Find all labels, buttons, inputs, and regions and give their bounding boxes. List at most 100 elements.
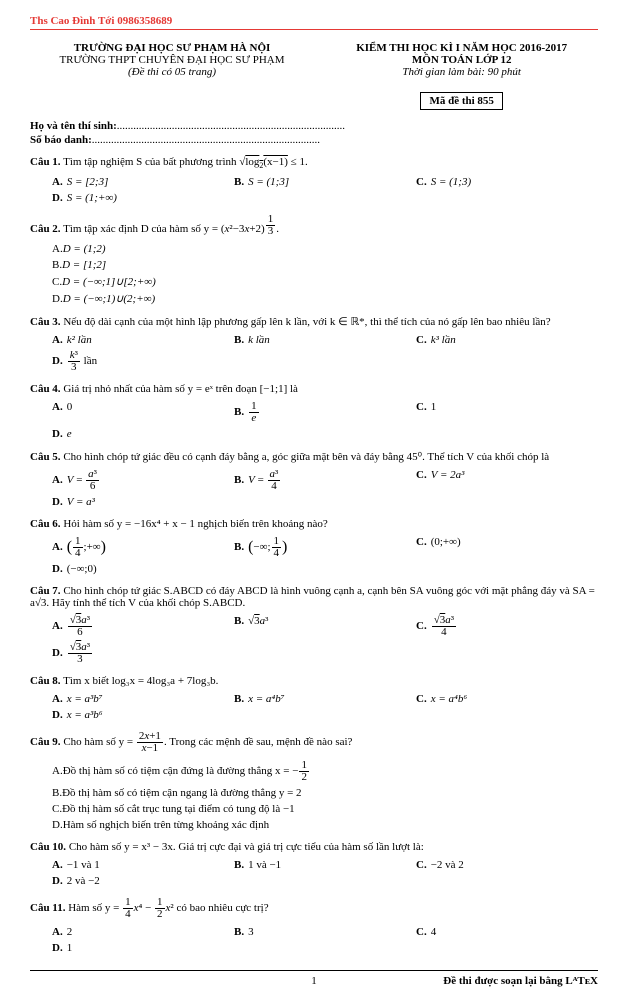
- q2-text-pre: Tìm tập xác định D của hàm số y =: [63, 223, 221, 235]
- q1-B: B.S = (1;3]: [234, 174, 416, 190]
- q5-options: A.V = a³6 B.V = a³4 C.V = 2a³ D.V = a³: [52, 467, 598, 510]
- q3-text: Nếu độ dài cạnh của một hình lập phương …: [63, 316, 550, 328]
- q1-math: √log2(x−1): [239, 156, 288, 168]
- q9-text-pre: Cho hàm số y =: [63, 736, 136, 748]
- q3-A: A.k² lần: [52, 332, 234, 348]
- q2-C: C.D = (−∞;1]∪[2;+∞): [52, 273, 598, 290]
- q4-A: A.0: [52, 399, 234, 426]
- q10-text: Cho hàm số y = x³ − 3x. Giá trị cực đại …: [69, 841, 424, 853]
- question-11: Câu 11. Hàm số y = 14x⁴ − 12x² có bao nh…: [30, 897, 598, 956]
- q4-options: A.0 B.1e C.1 D.e: [52, 399, 598, 442]
- q9-label: Câu 9.: [30, 736, 61, 748]
- q5-D: D.V = a³: [52, 494, 598, 510]
- q6-A: A.(14;+∞): [52, 534, 234, 561]
- q3-label: Câu 3.: [30, 316, 61, 328]
- q1-D: D.S = (1;+∞): [52, 190, 598, 206]
- q9-C: C.Đồ thị hàm số cắt trục tung tại điểm c…: [52, 801, 598, 817]
- school-name: TRƯỜNG THPT CHUYÊN ĐẠI HỌC SƯ PHẠM: [30, 54, 314, 66]
- heading-area: TRƯỜNG ĐẠI HỌC SƯ PHẠM HÀ NỘI TRƯỜNG THP…: [30, 42, 598, 110]
- q10-C: C.−2 và 2: [416, 857, 598, 873]
- q7-B: B.√3a³: [234, 613, 416, 640]
- q7-text: Cho hình chóp tứ giác S.ABCD có đáy ABCD…: [30, 585, 595, 609]
- q10-D: D.2 và −2: [52, 873, 598, 889]
- q3-D: D.k³3 lần: [52, 348, 598, 375]
- q11-options: A.2 B.3 C.4 D.1: [52, 924, 598, 956]
- q6-options: A.(14;+∞) B.(−∞;14) C.(0;+∞) D.(−∞;0): [52, 534, 598, 577]
- university-name: TRƯỜNG ĐẠI HỌC SƯ PHẠM HÀ NỘI: [30, 42, 314, 54]
- q6-label: Câu 6.: [30, 518, 61, 530]
- q9-B: B.Đồ thị hàm số có tiệm cận ngang là đườ…: [52, 785, 598, 801]
- question-1: Câu 1. Tìm tập nghiệm S của bất phương t…: [30, 156, 598, 206]
- q7-label: Câu 7.: [30, 585, 61, 597]
- subject: MÔN TOÁN LỚP 12: [325, 54, 598, 66]
- q4-text: Giá trị nhỏ nhất của hàm số y = eˣ trên …: [63, 383, 298, 395]
- q5-label: Câu 5.: [30, 451, 61, 463]
- q1-C: C.S = (1;3): [416, 174, 598, 190]
- q4-label: Câu 4.: [30, 383, 61, 395]
- footer-spacer: [30, 975, 219, 987]
- q10-options: A.−1 và 1 B.1 và −1 C.−2 và 2 D.2 và −2: [52, 857, 598, 889]
- heading-left: TRƯỜNG ĐẠI HỌC SƯ PHẠM HÀ NỘI TRƯỜNG THP…: [30, 42, 314, 110]
- q6-D: D.(−∞;0): [52, 561, 598, 577]
- teacher-header: Ths Cao Đình Tới 0986358689: [30, 15, 598, 30]
- id-label: Số báo danh:: [30, 134, 92, 146]
- footer: 1 Đề thi được soạn lại bằng LᴬTᴇX: [30, 970, 598, 987]
- q11-C: C.4: [416, 924, 598, 940]
- q9-D: D.Hàm số nghịch biến trên từng khoảng xá…: [52, 817, 598, 833]
- q5-A: A.V = a³6: [52, 467, 234, 494]
- q1-text-post: ≤ 1.: [288, 156, 308, 168]
- name-line: Họ và tên thí sinh:: [30, 120, 598, 132]
- q7-A: A.√3a³6: [52, 613, 234, 640]
- question-3: Câu 3. Nếu độ dài cạnh của một hình lập …: [30, 315, 598, 375]
- dots: [117, 120, 345, 132]
- q4-B: B.1e: [234, 399, 416, 426]
- q10-B: B.1 và −1: [234, 857, 416, 873]
- q3-C: C.k³ lần: [416, 332, 598, 348]
- q11-label: Câu 11.: [30, 902, 65, 914]
- q3-options: A.k² lần B.k lần C.k³ lần D.k³3 lần: [52, 332, 598, 375]
- q10-A: A.−1 và 1: [52, 857, 234, 873]
- q11-A: A.2: [52, 924, 234, 940]
- exam-title: KIỂM THI HỌC KÌ I NĂM HỌC 2016-2017: [325, 42, 598, 54]
- q2-A: A.D = (1;2): [52, 241, 598, 257]
- q1-text-pre: Tìm tập nghiệm S của bất phương trình: [63, 156, 239, 168]
- q2-B: B.D = [1;2]: [52, 257, 598, 273]
- q9-A: A.Đồ thị hàm số có tiệm cận đứng là đườn…: [52, 758, 598, 785]
- q10-label: Câu 10.: [30, 841, 66, 853]
- q11-B: B.3: [234, 924, 416, 940]
- q2-math: (x²−3x+2)13.: [221, 223, 279, 235]
- q8-options: A.x = a³b⁷ B.x = a⁴b⁷ C.x = a⁴b⁶ D.x = a…: [52, 691, 598, 723]
- q6-C: C.(0;+∞): [416, 534, 598, 561]
- q2-D: D.D = (−∞;1)∪(2;+∞): [52, 290, 598, 307]
- id-line: Số báo danh:: [30, 134, 598, 146]
- q11-text-pre: Hàm số y =: [68, 902, 122, 914]
- q9-options: A.Đồ thị hàm số có tiệm cận đứng là đườn…: [52, 758, 598, 833]
- q1-A: A.S = [2;3]: [52, 174, 234, 190]
- q4-C: C.1: [416, 399, 598, 426]
- q11-text-post: có bao nhiêu cực trị?: [174, 902, 269, 914]
- q7-options: A.√3a³6 B.√3a³ C.√3a³4 D.√3a³3: [52, 613, 598, 667]
- question-9: Câu 9. Cho hàm số y = 2x+1x−1. Trong các…: [30, 731, 598, 833]
- dots: [92, 134, 320, 146]
- q7-C: C.√3a³4: [416, 613, 598, 640]
- q5-text: Cho hình chóp tứ giác đều có cạnh đáy bằ…: [63, 451, 549, 463]
- question-6: Câu 6. Hỏi hàm số y = −16x⁴ + x − 1 nghị…: [30, 518, 598, 577]
- q11-D: D.1: [52, 940, 598, 956]
- q2-options: A.D = (1;2) B.D = [1;2] C.D = (−∞;1]∪[2;…: [52, 241, 598, 307]
- q4-D: D.e: [52, 426, 598, 442]
- q7-D: D.√3a³3: [52, 640, 598, 667]
- q6-B: B.(−∞;14): [234, 534, 416, 561]
- q8-D: D.x = a³b⁶: [52, 707, 598, 723]
- q5-C: C.V = 2a³: [416, 467, 598, 494]
- q8-text: Tìm x biết log₃x = 4log₃a + 7log₃b.: [63, 675, 218, 687]
- q8-C: C.x = a⁴b⁶: [416, 691, 598, 707]
- q9-text-post: . Trong các mệnh đề sau, mệnh đề nào sai…: [164, 736, 352, 748]
- q1-options: A.S = [2;3] B.S = (1;3] C.S = (1;3) D.S …: [52, 174, 598, 206]
- question-2: Câu 2. Tìm tập xác định D của hàm số y =…: [30, 214, 598, 307]
- name-label: Họ và tên thí sinh:: [30, 120, 117, 132]
- question-5: Câu 5. Cho hình chóp tứ giác đều có cạnh…: [30, 450, 598, 510]
- question-4: Câu 4. Giá trị nhỏ nhất của hàm số y = e…: [30, 383, 598, 442]
- time-note: Thời gian làm bài: 90 phút: [325, 66, 598, 78]
- page: Ths Cao Đình Tới 0986358689 TRƯỜNG ĐẠI H…: [0, 0, 628, 997]
- question-8: Câu 8. Tìm x biết log₃x = 4log₃a + 7log₃…: [30, 675, 598, 723]
